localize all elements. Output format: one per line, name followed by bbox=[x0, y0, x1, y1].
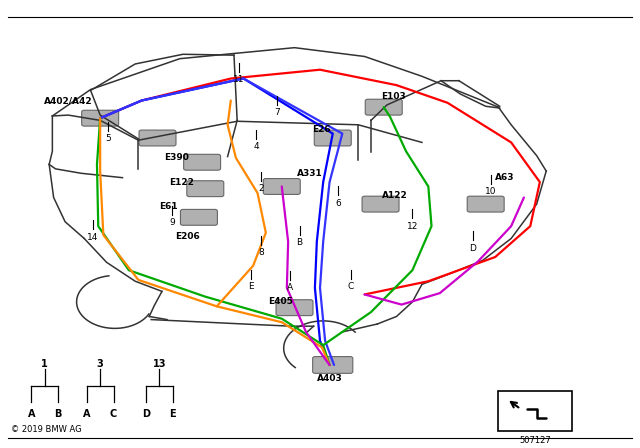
FancyBboxPatch shape bbox=[184, 154, 221, 170]
Text: B: B bbox=[54, 409, 62, 419]
FancyBboxPatch shape bbox=[187, 181, 224, 197]
Text: E103: E103 bbox=[381, 92, 406, 101]
Bar bbox=[499, 392, 572, 431]
Text: E: E bbox=[248, 283, 254, 292]
Text: A122: A122 bbox=[382, 191, 408, 200]
FancyBboxPatch shape bbox=[313, 357, 353, 373]
Text: E122: E122 bbox=[170, 177, 194, 186]
Text: 9: 9 bbox=[170, 218, 175, 227]
Text: E61: E61 bbox=[159, 202, 178, 211]
Text: © 2019 BMW AG: © 2019 BMW AG bbox=[11, 425, 81, 434]
FancyBboxPatch shape bbox=[263, 179, 300, 194]
FancyBboxPatch shape bbox=[314, 130, 351, 146]
Text: C: C bbox=[348, 283, 354, 292]
Text: 6: 6 bbox=[335, 199, 340, 208]
Text: 5: 5 bbox=[106, 134, 111, 143]
Text: D: D bbox=[142, 409, 150, 419]
Text: A331: A331 bbox=[297, 169, 323, 178]
FancyBboxPatch shape bbox=[180, 209, 218, 225]
Text: D: D bbox=[470, 244, 476, 253]
Text: A403: A403 bbox=[317, 374, 342, 383]
Text: 1: 1 bbox=[42, 359, 48, 369]
Text: C: C bbox=[110, 409, 117, 419]
Text: 8: 8 bbox=[259, 248, 264, 257]
Text: 13: 13 bbox=[153, 359, 166, 369]
Text: 2: 2 bbox=[259, 184, 264, 193]
Text: A63: A63 bbox=[495, 173, 515, 182]
FancyBboxPatch shape bbox=[82, 110, 118, 126]
Text: A: A bbox=[28, 409, 35, 419]
Text: A402/A42: A402/A42 bbox=[44, 96, 93, 105]
Text: A: A bbox=[83, 409, 90, 419]
Text: 14: 14 bbox=[87, 233, 98, 241]
Text: E: E bbox=[170, 409, 176, 419]
Text: E390: E390 bbox=[164, 153, 189, 162]
Text: E405: E405 bbox=[268, 297, 293, 306]
FancyBboxPatch shape bbox=[139, 130, 176, 146]
Text: 12: 12 bbox=[406, 222, 418, 231]
Text: 3: 3 bbox=[97, 359, 104, 369]
Text: E206: E206 bbox=[175, 232, 200, 241]
FancyBboxPatch shape bbox=[467, 196, 504, 212]
Text: 10: 10 bbox=[485, 187, 497, 196]
Text: B: B bbox=[296, 238, 303, 247]
Text: 507127: 507127 bbox=[519, 436, 551, 445]
Text: E26: E26 bbox=[312, 125, 331, 134]
FancyBboxPatch shape bbox=[365, 99, 402, 115]
FancyBboxPatch shape bbox=[276, 300, 313, 315]
FancyBboxPatch shape bbox=[362, 196, 399, 212]
Text: 7: 7 bbox=[274, 108, 280, 117]
Text: 4: 4 bbox=[253, 142, 259, 151]
Text: 11: 11 bbox=[234, 75, 245, 84]
Text: A: A bbox=[287, 283, 293, 293]
